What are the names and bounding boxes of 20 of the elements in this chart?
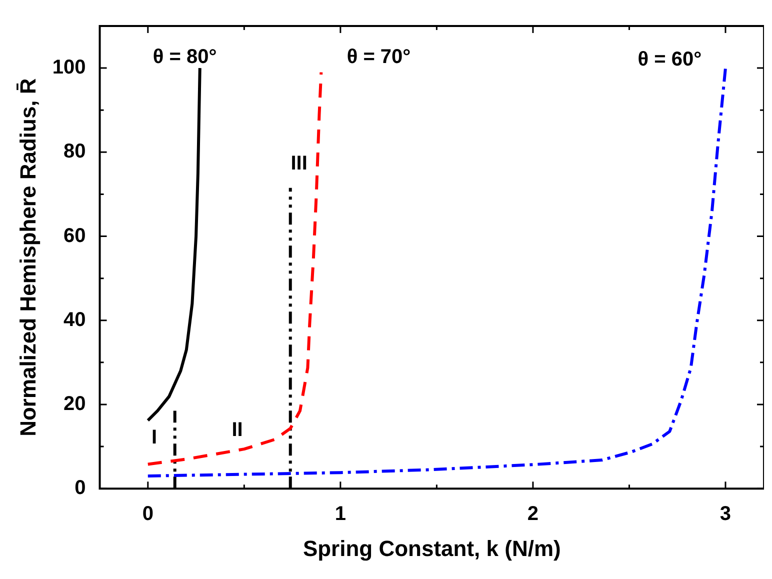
x-tick-label: 0 — [142, 503, 154, 526]
x-tick-label: 3 — [720, 503, 732, 526]
y-tick-label: 0 — [74, 477, 86, 500]
annotation: II — [232, 418, 243, 441]
annotation: θ = 80° — [152, 46, 217, 68]
annotation: III — [290, 152, 308, 174]
annotation: θ = 70° — [346, 46, 411, 68]
annotation: I — [151, 426, 158, 449]
line-series — [146, 66, 727, 478]
x-tick-label: 2 — [527, 503, 539, 526]
y-tick-label: 100 — [52, 56, 86, 79]
line-series — [146, 70, 323, 466]
x-axis-title: Spring Constant, k (N/m) — [302, 536, 561, 561]
x-tick-label: 1 — [334, 503, 346, 526]
y-tick-label: 20 — [64, 393, 86, 416]
y-axis-title: Normalized Hemisphere Radius, R̄ — [15, 78, 40, 436]
y-tick-label: 60 — [64, 224, 86, 247]
y-tick-label: 80 — [64, 140, 86, 163]
y-tick-label: 40 — [64, 308, 86, 331]
annotation: θ = 60° — [638, 48, 702, 71]
